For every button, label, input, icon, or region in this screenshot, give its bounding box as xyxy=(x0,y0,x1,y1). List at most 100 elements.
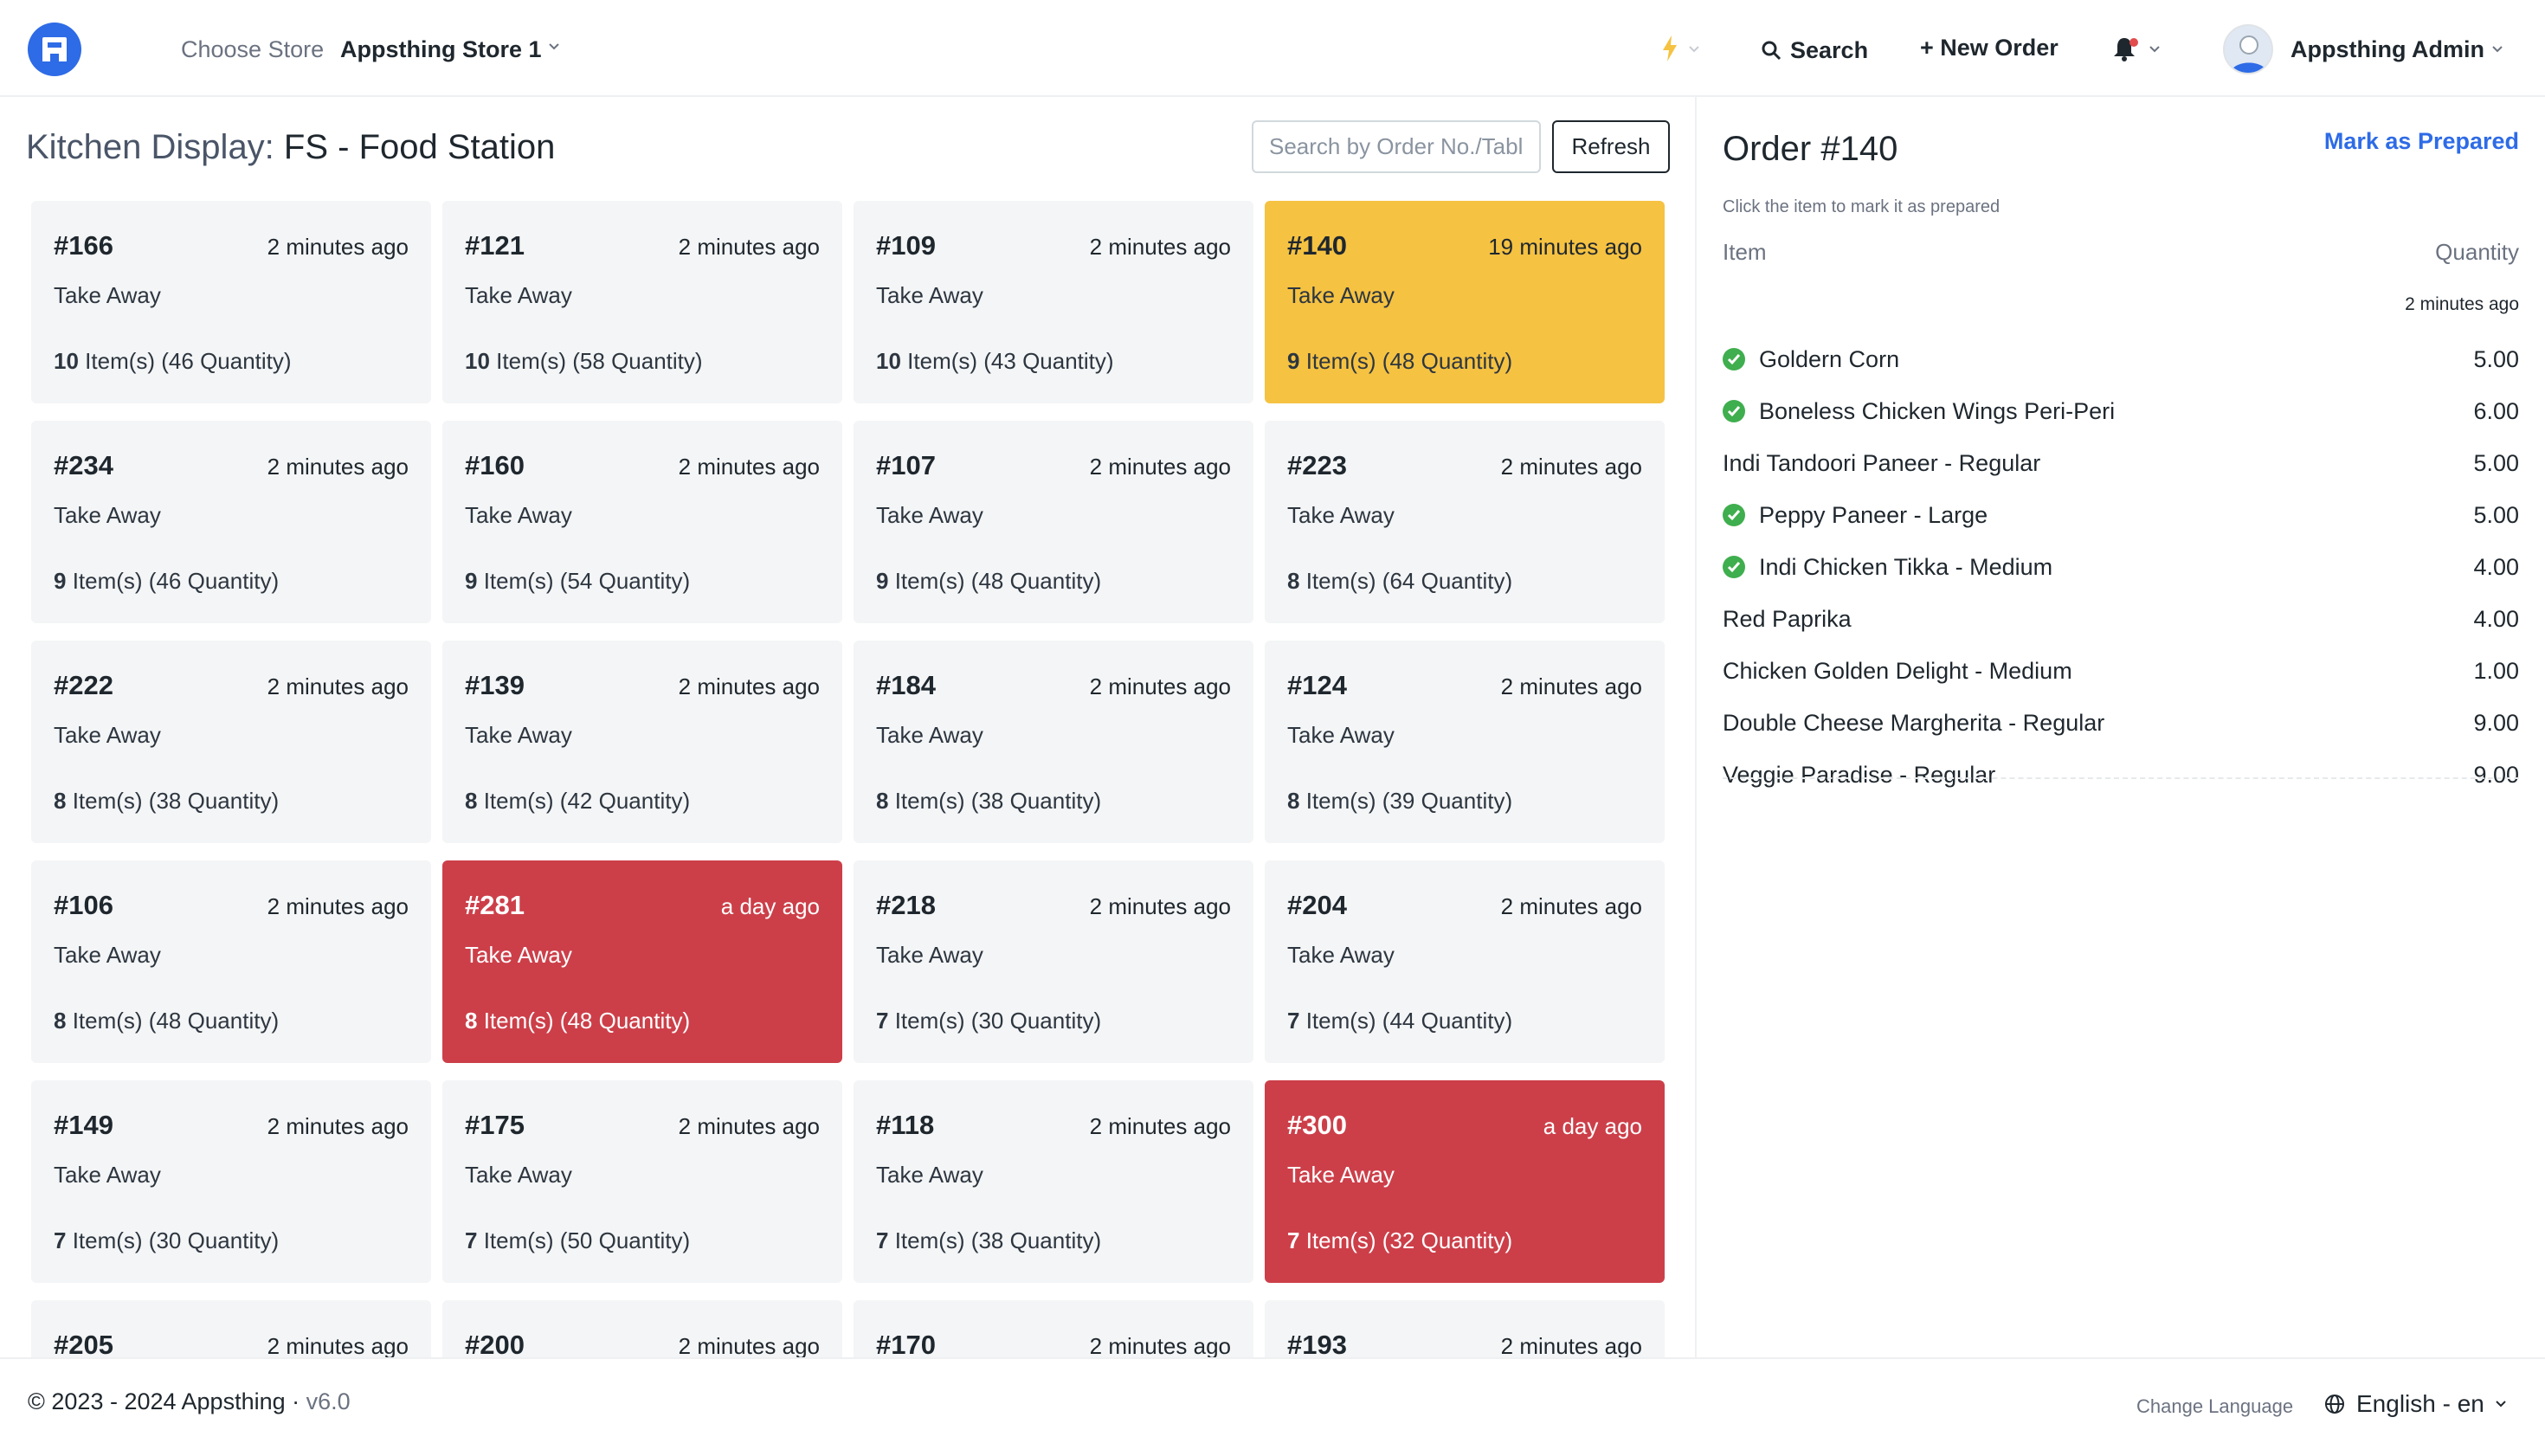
detail-timestamp: 2 minutes ago xyxy=(2405,294,2519,314)
order-quantity: Item(s) (30 Quantity) xyxy=(72,1227,280,1253)
order-item-row[interactable]: Veggie Paradise - Regular 9.00 xyxy=(1723,751,2519,800)
language-selector[interactable]: English - en xyxy=(2323,1390,2507,1418)
app-logo-icon[interactable] xyxy=(28,23,81,76)
chevron-down-icon[interactable] xyxy=(1688,45,1700,54)
order-item-row[interactable]: Red Paprika 4.00 xyxy=(1723,596,2519,644)
order-item-name: Indi Tandoori Paneer - Regular xyxy=(1723,450,2041,476)
order-card[interactable]: #184 2 minutes ago Take Away 8 Item(s) (38 … xyxy=(854,641,1253,843)
order-item-count: 10 xyxy=(876,348,901,374)
order-number: #281 xyxy=(465,890,525,920)
globe-icon xyxy=(2325,1395,2344,1414)
order-time: 2 minutes ago xyxy=(267,454,409,480)
notification-dot xyxy=(2129,38,2138,47)
order-time: 2 minutes ago xyxy=(267,893,409,919)
order-number: #175 xyxy=(465,1110,525,1140)
order-number: #106 xyxy=(54,890,113,920)
order-item-row[interactable]: Peppy Paneer - Large 5.00 xyxy=(1723,492,2519,540)
order-card[interactable]: #300 a day ago Take Away 7 Item(s) (32 Quan… xyxy=(1265,1080,1665,1283)
order-type: Take Away xyxy=(1287,282,1395,308)
check-circle-icon xyxy=(1723,556,1745,578)
order-item-row[interactable]: Indi Tandoori Paneer - Regular 5.00 xyxy=(1723,440,2519,488)
order-item-row[interactable]: Goldern Corn 5.00 xyxy=(1723,336,2519,384)
order-card[interactable]: #200 2 minutes ago xyxy=(442,1300,842,1357)
order-card[interactable]: #107 2 minutes ago Take Away 9 Item(s) (48 … xyxy=(854,421,1253,623)
order-time: 2 minutes ago xyxy=(267,1113,409,1139)
order-number: #139 xyxy=(465,670,525,700)
order-card[interactable]: #205 2 minutes ago xyxy=(31,1300,431,1357)
order-items-summary: 9 Item(s) (54 Quantity) xyxy=(465,568,690,595)
order-card[interactable]: #234 2 minutes ago Take Away 9 Item(s) (46 … xyxy=(31,421,431,623)
chevron-down-icon[interactable] xyxy=(2149,45,2161,54)
order-time: 2 minutes ago xyxy=(678,1113,820,1139)
order-type: Take Away xyxy=(54,942,161,968)
order-card[interactable]: #139 2 minutes ago Take Away 8 Item(s) (42 … xyxy=(442,641,842,843)
order-card[interactable]: #204 2 minutes ago Take Away 7 Item(s) (44 … xyxy=(1265,860,1665,1063)
order-number: #200 xyxy=(465,1330,525,1357)
copyright-text: © 2023 - 2024 Appsthing · xyxy=(28,1388,300,1414)
order-item-row[interactable]: Chicken Golden Delight - Medium 1.00 xyxy=(1723,647,2519,696)
order-card[interactable]: #281 a day ago Take Away 8 Item(s) (48 Quan… xyxy=(442,860,842,1063)
order-type: Take Away xyxy=(876,942,983,968)
order-card[interactable]: #118 2 minutes ago Take Away 7 Item(s) (38 … xyxy=(854,1080,1253,1283)
order-card[interactable]: #106 2 minutes ago Take Away 8 Item(s) (48 … xyxy=(31,860,431,1063)
order-card[interactable]: #121 2 minutes ago Take Away 10 Item(s) (58… xyxy=(442,201,842,403)
divider xyxy=(1723,777,2519,779)
order-item-row[interactable]: Double Cheese Margherita - Regular 9.00 xyxy=(1723,699,2519,748)
order-item-name: Chicken Golden Delight - Medium xyxy=(1723,658,2072,684)
refresh-button[interactable]: Refresh xyxy=(1552,120,1670,173)
order-card[interactable]: #149 2 minutes ago Take Away 7 Item(s) (30 … xyxy=(31,1080,431,1283)
order-card[interactable]: #140 19 minutes ago Take Away 9 Item(s) (48… xyxy=(1265,201,1665,403)
order-card[interactable]: #193 2 minutes ago xyxy=(1265,1300,1665,1357)
order-quantity: Item(s) (48 Quantity) xyxy=(72,1008,280,1034)
order-card[interactable]: #124 2 minutes ago Take Away 8 Item(s) (39 … xyxy=(1265,641,1665,843)
order-card[interactable]: #109 2 minutes ago Take Away 10 Item(s) (43… xyxy=(854,201,1253,403)
order-item-count: 8 xyxy=(465,1008,478,1034)
order-item-row[interactable]: Boneless Chicken Wings Peri-Peri 6.00 xyxy=(1723,388,2519,436)
order-time: 2 minutes ago xyxy=(1500,454,1642,480)
order-time: 2 minutes ago xyxy=(1089,1333,1231,1357)
order-number: #170 xyxy=(876,1330,936,1357)
order-type: Take Away xyxy=(465,722,572,748)
chevron-down-icon[interactable] xyxy=(2491,45,2503,54)
order-number: #205 xyxy=(54,1330,113,1357)
search-button[interactable]: Search xyxy=(1761,35,1868,66)
order-card[interactable]: #222 2 minutes ago Take Away 8 Item(s) (38 … xyxy=(31,641,431,843)
page-title-station: FS - Food Station xyxy=(283,128,556,166)
order-search-input[interactable] xyxy=(1252,120,1541,173)
order-card[interactable]: #175 2 minutes ago Take Away 7 Item(s) (50 … xyxy=(442,1080,842,1283)
order-type: Take Away xyxy=(1287,502,1395,528)
order-quantity: Item(s) (50 Quantity) xyxy=(483,1227,691,1253)
user-avatar-icon[interactable] xyxy=(2223,24,2273,74)
order-type: Take Away xyxy=(1287,1162,1395,1188)
chevron-down-icon[interactable] xyxy=(547,42,561,52)
order-item-name: Veggie Paradise - Regular xyxy=(1723,762,1996,788)
order-card[interactable]: #218 2 minutes ago Take Away 7 Item(s) (30 … xyxy=(854,860,1253,1063)
order-items-summary: 8 Item(s) (64 Quantity) xyxy=(1287,568,1512,595)
order-item-name: Double Cheese Margherita - Regular xyxy=(1723,710,2105,736)
order-time: 2 minutes ago xyxy=(678,1333,820,1357)
order-number: #109 xyxy=(876,230,936,261)
order-item-quantity: 6.00 xyxy=(2473,398,2519,424)
order-card[interactable]: #223 2 minutes ago Take Away 8 Item(s) (64 … xyxy=(1265,421,1665,623)
store-selector[interactable]: Appsthing Store 1 xyxy=(340,36,542,62)
order-time: 2 minutes ago xyxy=(1500,893,1642,919)
order-items-summary: 8 Item(s) (39 Quantity) xyxy=(1287,788,1512,815)
order-card[interactable]: #166 2 minutes ago Take Away 10 Item(s) (46… xyxy=(31,201,431,403)
search-icon xyxy=(1762,41,1782,61)
order-item-quantity: 9.00 xyxy=(2473,710,2519,736)
order-type: Take Away xyxy=(465,502,572,528)
order-item-row[interactable]: Indi Chicken Tikka - Medium 4.00 xyxy=(1723,544,2519,592)
user-menu[interactable]: Appsthing Admin xyxy=(2290,36,2484,62)
order-items-summary: 8 Item(s) (48 Quantity) xyxy=(54,1008,279,1034)
order-type: Take Away xyxy=(54,722,161,748)
order-card[interactable]: #160 2 minutes ago Take Away 9 Item(s) (54 … xyxy=(442,421,842,623)
new-order-button[interactable]: + New Order xyxy=(1920,35,2059,61)
order-quantity: Item(s) (44 Quantity) xyxy=(1305,1008,1513,1034)
order-time: 2 minutes ago xyxy=(1089,673,1231,699)
bolt-icon[interactable] xyxy=(1660,35,1679,62)
order-card[interactable]: #170 2 minutes ago xyxy=(854,1300,1253,1357)
order-time: 2 minutes ago xyxy=(678,234,820,260)
mark-as-prepared-button[interactable]: Mark as Prepared xyxy=(2323,128,2519,154)
order-item-count: 9 xyxy=(465,568,478,594)
order-item-name: Peppy Paneer - Large xyxy=(1759,502,1988,528)
